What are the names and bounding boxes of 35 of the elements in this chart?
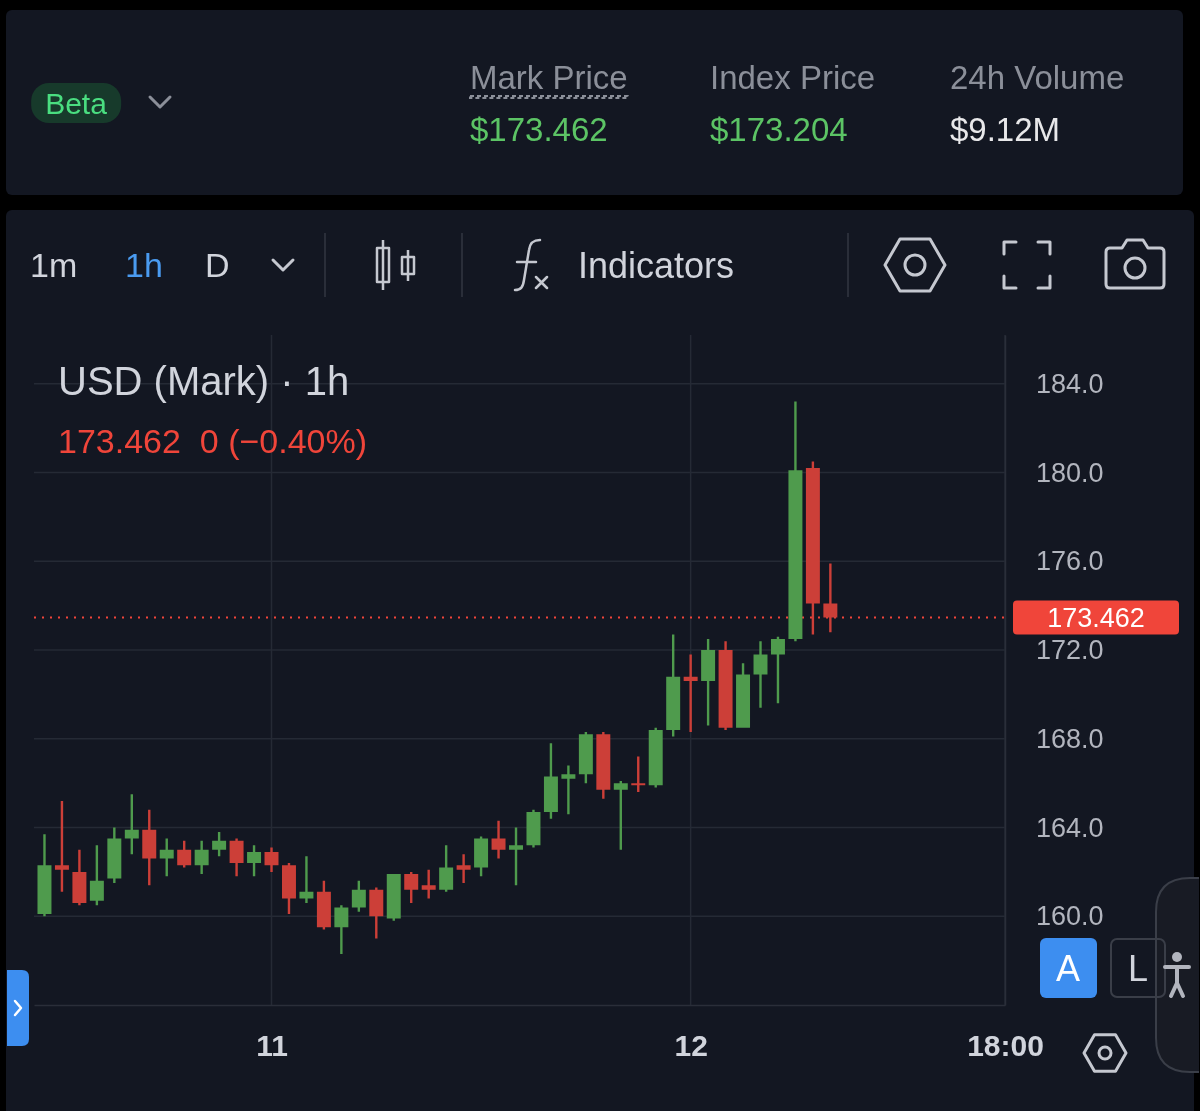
text: 173.462 0 (−0.40%) [58,422,368,460]
text: Beta [45,86,108,120]
y-tick-label: 160.0 [1036,901,1104,932]
candlestick [683,654,698,733]
text: 1m [30,246,78,284]
text: $9.12M [950,110,1061,148]
candlestick [456,854,471,883]
candlestick [299,856,314,903]
candlestick [823,563,838,633]
text: Mark Price [470,58,628,96]
y-tick-label: 180.0 [1036,457,1104,488]
x-tick-label: 18:00 [967,1029,1044,1063]
text: 24h Volume [950,58,1125,96]
candlestick [334,905,349,954]
text: L [1127,947,1149,989]
text: D [205,246,230,284]
candlestick [491,820,506,859]
text: $173.462 [470,110,608,148]
y-tick-label: 176.0 [1036,546,1104,577]
text: USD (Mark) · 1h [58,359,350,403]
x-tick-label: 12 [674,1029,708,1063]
y-tick-label: 172.0 [1036,635,1104,666]
y-tick-label: 168.0 [1036,723,1104,754]
y-tick-label: 164.0 [1036,812,1104,843]
text: $173.204 [710,110,848,148]
candlestick [561,765,576,815]
text: Index Price [710,58,876,96]
text: A [1055,947,1081,989]
text: 1h [125,246,163,284]
text: Indicators [578,244,735,286]
y-tick-label: 184.0 [1036,368,1104,399]
ref-line-label: 173.462 [1047,602,1145,633]
candlestick [421,869,436,899]
x-tick-label: 11 [256,1029,288,1063]
candlestick [753,641,768,708]
